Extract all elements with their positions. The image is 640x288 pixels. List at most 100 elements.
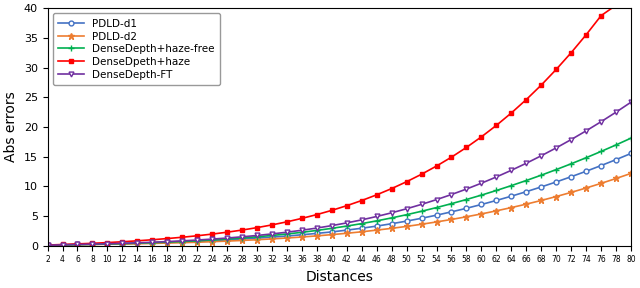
PDLD-d1 <box>388 222 396 226</box>
DenseDpeth+haze <box>418 173 426 176</box>
PDLD-d1 <box>223 238 231 242</box>
DenseDpeth+haze <box>44 243 51 247</box>
DenseDepth+haze-free <box>328 227 335 230</box>
DenseDpeth+haze <box>328 209 335 212</box>
PDLD-d2 <box>44 244 51 247</box>
PDLD-d2 <box>567 191 575 194</box>
DenseDpeth+haze <box>477 135 485 139</box>
DenseDepth-FT <box>223 236 231 240</box>
PDLD-d2 <box>373 228 381 232</box>
PDLD-d1 <box>163 241 171 244</box>
DenseDpeth+haze <box>268 223 276 227</box>
DenseDepth+haze-free <box>298 231 306 234</box>
DenseDepth+haze-free <box>508 184 515 187</box>
PDLD-d2 <box>163 241 171 245</box>
PDLD-d2 <box>597 182 605 185</box>
DenseDpeth+haze <box>508 111 515 115</box>
PDLD-d1 <box>447 210 455 214</box>
DenseDepth+haze-free <box>567 162 575 166</box>
DenseDepth-FT <box>597 120 605 124</box>
PDLD-d1 <box>493 199 500 202</box>
DenseDepth+haze-free <box>179 240 186 243</box>
PDLD-d2 <box>463 215 470 219</box>
DenseDpeth+haze <box>373 193 381 196</box>
DenseDpeth+haze <box>447 156 455 159</box>
DenseDepth-FT <box>567 138 575 141</box>
DenseDepth-FT <box>388 211 396 215</box>
PDLD-d2 <box>179 241 186 245</box>
PDLD-d2 <box>388 227 396 230</box>
DenseDepth+haze-free <box>612 143 620 147</box>
PDLD-d2 <box>104 242 111 246</box>
PDLD-d2 <box>223 239 231 243</box>
PDLD-d1 <box>373 224 381 228</box>
PDLD-d1 <box>238 237 246 241</box>
PDLD-d2 <box>328 233 335 236</box>
PDLD-d2 <box>134 242 141 245</box>
DenseDepth+haze-free <box>538 173 545 177</box>
PDLD-d2 <box>582 186 590 190</box>
PDLD-d1 <box>208 239 216 242</box>
DenseDpeth+haze <box>298 217 306 220</box>
DenseDpeth+haze <box>388 187 396 190</box>
DenseDepth+haze-free <box>493 189 500 192</box>
DenseDpeth+haze <box>313 213 321 216</box>
DenseDpeth+haze <box>59 243 67 246</box>
PDLD-d2 <box>552 195 560 198</box>
DenseDepth+haze-free <box>627 137 635 140</box>
DenseDpeth+haze <box>358 199 365 202</box>
DenseDepth+haze-free <box>477 193 485 197</box>
DenseDepth+haze-free <box>388 216 396 220</box>
PDLD-d2 <box>522 202 530 206</box>
Line: DenseDpeth+haze: DenseDpeth+haze <box>45 0 634 247</box>
PDLD-d1 <box>612 158 620 161</box>
DenseDepth-FT <box>313 226 321 230</box>
PDLD-d2 <box>268 237 276 241</box>
PDLD-d1 <box>298 233 306 236</box>
DenseDepth+haze-free <box>582 156 590 160</box>
PDLD-d1 <box>508 194 515 198</box>
PDLD-d1 <box>268 235 276 239</box>
PDLD-d1 <box>328 230 335 234</box>
DenseDpeth+haze <box>567 51 575 54</box>
DenseDepth-FT <box>508 168 515 172</box>
DenseDepth-FT <box>477 181 485 185</box>
DenseDepth+haze-free <box>418 210 426 213</box>
DenseDpeth+haze <box>627 0 635 1</box>
DenseDpeth+haze <box>283 220 291 223</box>
PDLD-d2 <box>538 199 545 202</box>
PDLD-d1 <box>44 244 51 247</box>
DenseDepth+haze-free <box>253 235 261 238</box>
PDLD-d1 <box>522 190 530 194</box>
PDLD-d2 <box>627 172 635 175</box>
DenseDepth+haze-free <box>283 232 291 236</box>
DenseDpeth+haze <box>148 238 156 241</box>
PDLD-d2 <box>403 225 410 228</box>
DenseDepth-FT <box>522 162 530 165</box>
DenseDpeth+haze <box>522 98 530 101</box>
PDLD-d2 <box>358 230 365 234</box>
PDLD-d2 <box>433 220 440 224</box>
DenseDepth+haze-free <box>74 243 81 246</box>
DenseDepth-FT <box>552 146 560 149</box>
PDLD-d1 <box>313 232 321 235</box>
PDLD-d2 <box>148 242 156 245</box>
DenseDepth-FT <box>163 240 171 243</box>
PDLD-d2 <box>477 212 485 216</box>
DenseDepth+haze-free <box>44 244 51 247</box>
PDLD-d2 <box>88 243 96 246</box>
PDLD-d1 <box>283 234 291 238</box>
DenseDepth-FT <box>627 101 635 104</box>
PDLD-d1 <box>118 242 126 245</box>
Y-axis label: Abs errors: Abs errors <box>4 92 18 162</box>
PDLD-d2 <box>238 239 246 242</box>
DenseDepth-FT <box>493 175 500 179</box>
DenseDepth+haze-free <box>148 241 156 245</box>
DenseDpeth+haze <box>208 232 216 236</box>
DenseDpeth+haze <box>118 240 126 243</box>
PDLD-d1 <box>148 241 156 245</box>
DenseDepth+haze-free <box>163 240 171 244</box>
PDLD-d2 <box>418 223 426 226</box>
DenseDpeth+haze <box>253 226 261 229</box>
DenseDpeth+haze <box>597 14 605 17</box>
